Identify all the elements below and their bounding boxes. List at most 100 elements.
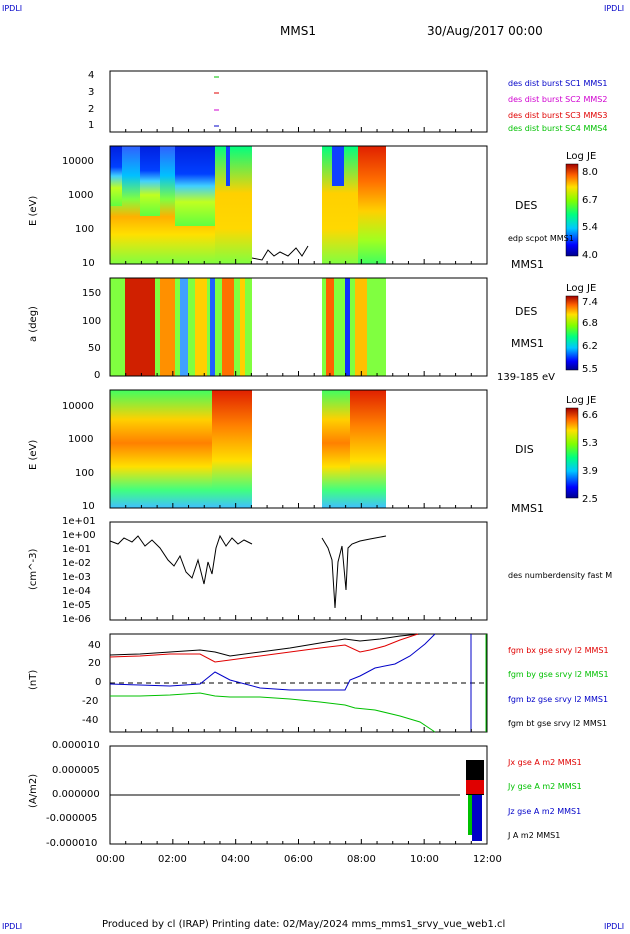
- des-e-ytick: 10: [82, 258, 95, 269]
- jx-legend: Jx gse A m2 MMS1: [508, 758, 582, 767]
- current-ylabel: (A/m2): [28, 773, 39, 808]
- des-e-cb-tick: 5.4: [582, 222, 598, 233]
- xtick-label: 04:00: [221, 854, 250, 865]
- panel-magnetic-field: [109, 633, 488, 733]
- des-pa-label: DES: [515, 305, 538, 318]
- bx-line: [109, 633, 419, 663]
- des-e-sc: MMS1: [511, 258, 544, 271]
- dis-e-ytick: 100: [75, 468, 95, 479]
- xtick-label: 02:00: [158, 854, 187, 865]
- jx-burst: [466, 780, 484, 794]
- current-ytick: -0.000010: [46, 838, 98, 849]
- by-line: [110, 692, 436, 733]
- bx-legend: fgm bx gse srvy l2 MMS1: [508, 646, 609, 655]
- sc3-legend: des dist burst SC3 MMS3: [508, 111, 608, 120]
- density-ytick: 1e-03: [62, 572, 91, 583]
- density-ytick: 1e-04: [62, 586, 91, 597]
- bt-legend: fgm bt gse srvy l2 MMS1: [508, 719, 607, 728]
- dis-e-sc: MMS1: [511, 502, 544, 515]
- density-ytick: 1e+01: [62, 516, 96, 527]
- des-e-ytick: 100: [75, 224, 95, 235]
- des-e-cb-tick: 4.0: [582, 250, 598, 261]
- density-ylabel: (cm^-3): [28, 548, 39, 590]
- density-ytick: 1e-05: [62, 600, 91, 611]
- current-ytick: 0.000010: [52, 740, 100, 751]
- corner-logo-bl: IPDLI: [2, 922, 23, 931]
- density-ytick: 1e-02: [62, 558, 91, 569]
- des-e-cb-tick: 6.7: [582, 195, 598, 206]
- density-ytick: 1e+00: [62, 530, 96, 541]
- sc4-legend: des dist burst SC4 MMS4: [508, 124, 608, 133]
- sc2-legend: des dist burst SC2 MMS2: [508, 95, 608, 104]
- bfield-ylabel: (nT): [28, 669, 39, 690]
- colorbar-des-energy: [565, 163, 579, 257]
- jy-legend: Jy gse A m2 MMS1: [508, 782, 582, 791]
- dis-e-cb-tick: 6.6: [582, 410, 598, 421]
- dis-e-cb-title: Log JE: [566, 395, 597, 406]
- des-pa-ytick: 150: [82, 288, 102, 299]
- xtick-label: 10:00: [410, 854, 439, 865]
- density-legend: des numberdensity fast M: [508, 571, 613, 580]
- colorbar-des-pitch: [565, 295, 579, 371]
- corner-logo-br: IPDLI: [604, 922, 625, 931]
- panel-des-pitch-angle: [109, 277, 488, 377]
- des-pa-ylabel: a (deg): [28, 306, 39, 342]
- corner-logo-tr: IPDLI: [604, 4, 625, 13]
- colorbar-dis-energy: [565, 407, 579, 499]
- bfield-ytick: 0: [95, 677, 102, 688]
- footer-info: Produced by cl (IRAP) Printing date: 02/…: [102, 919, 506, 930]
- by-legend: fgm by gse srvy l2 MMS1: [508, 670, 609, 679]
- des-pa-range: 139-185 eV: [497, 372, 555, 383]
- bz-legend: fgm bz gse srvy l2 MMS1: [508, 695, 609, 704]
- dis-e-cb-tick: 3.9: [582, 466, 598, 477]
- des-pa-ytick: 100: [82, 316, 102, 327]
- sc1-legend: des dist burst SC1 MMS1: [508, 79, 608, 88]
- jz-burst: [472, 795, 482, 841]
- sc-ytick: 3: [88, 87, 95, 98]
- current-ytick: -0.000005: [46, 813, 98, 824]
- dis-e-cb-tick: 5.3: [582, 438, 598, 449]
- des-e-cb-tick: 8.0: [582, 167, 598, 178]
- current-ytick: 0.000000: [52, 789, 100, 800]
- dis-e-ytick: 10: [82, 501, 95, 512]
- density-line-2: [321, 535, 387, 609]
- sc-ytick: 2: [88, 104, 95, 115]
- des-pa-ytick: 0: [94, 370, 101, 381]
- panel-des-energy-spectrogram: [109, 145, 488, 265]
- density-ytick: 1e-01: [62, 544, 91, 555]
- x-axis-ticks: [109, 127, 488, 844]
- des-e-label: DES: [515, 199, 538, 212]
- des-pa-sc: MMS1: [511, 337, 544, 350]
- xtick-label: 12:00: [473, 854, 502, 865]
- panel-density: [109, 521, 488, 621]
- des-pa-cb-tick: 7.4: [582, 297, 598, 308]
- xtick-label: 00:00: [96, 854, 125, 865]
- panel-current-density: [109, 745, 488, 845]
- dis-e-ylabel: E (eV): [28, 439, 39, 470]
- des-e-ytick: 1000: [68, 190, 94, 201]
- bz-line: [109, 633, 436, 691]
- des-e-ytick: 10000: [62, 156, 94, 167]
- jz-legend: Jz gse A m2 MMS1: [508, 807, 582, 816]
- sc-ytick: 4: [88, 70, 95, 81]
- des-e-cb-title: Log JE: [566, 151, 597, 162]
- bt-line: [109, 633, 421, 657]
- xtick-label: 06:00: [284, 854, 313, 865]
- current-ytick: 0.000005: [52, 765, 100, 776]
- edp-scpot-label: edp scpot MMS1: [508, 234, 574, 243]
- des-pa-ytick: 50: [88, 343, 101, 354]
- des-pa-cb-tick: 6.2: [582, 341, 598, 352]
- panel-dis-energy-spectrogram: [109, 389, 488, 509]
- dis-e-ytick: 10000: [62, 401, 94, 412]
- edp-scpot-line: [251, 245, 309, 261]
- bfield-ytick: -40: [82, 715, 99, 726]
- dis-e-cb-tick: 2.5: [582, 494, 598, 505]
- density-ytick: 1e-06: [62, 614, 91, 625]
- sc-ytick: 1: [88, 120, 95, 131]
- density-line: [109, 534, 253, 585]
- panel-sc-marks: [214, 76, 219, 127]
- header-date: 30/Aug/2017 00:00: [427, 24, 543, 38]
- dis-e-label: DIS: [515, 443, 534, 456]
- des-pa-cb-tick: 5.5: [582, 364, 598, 375]
